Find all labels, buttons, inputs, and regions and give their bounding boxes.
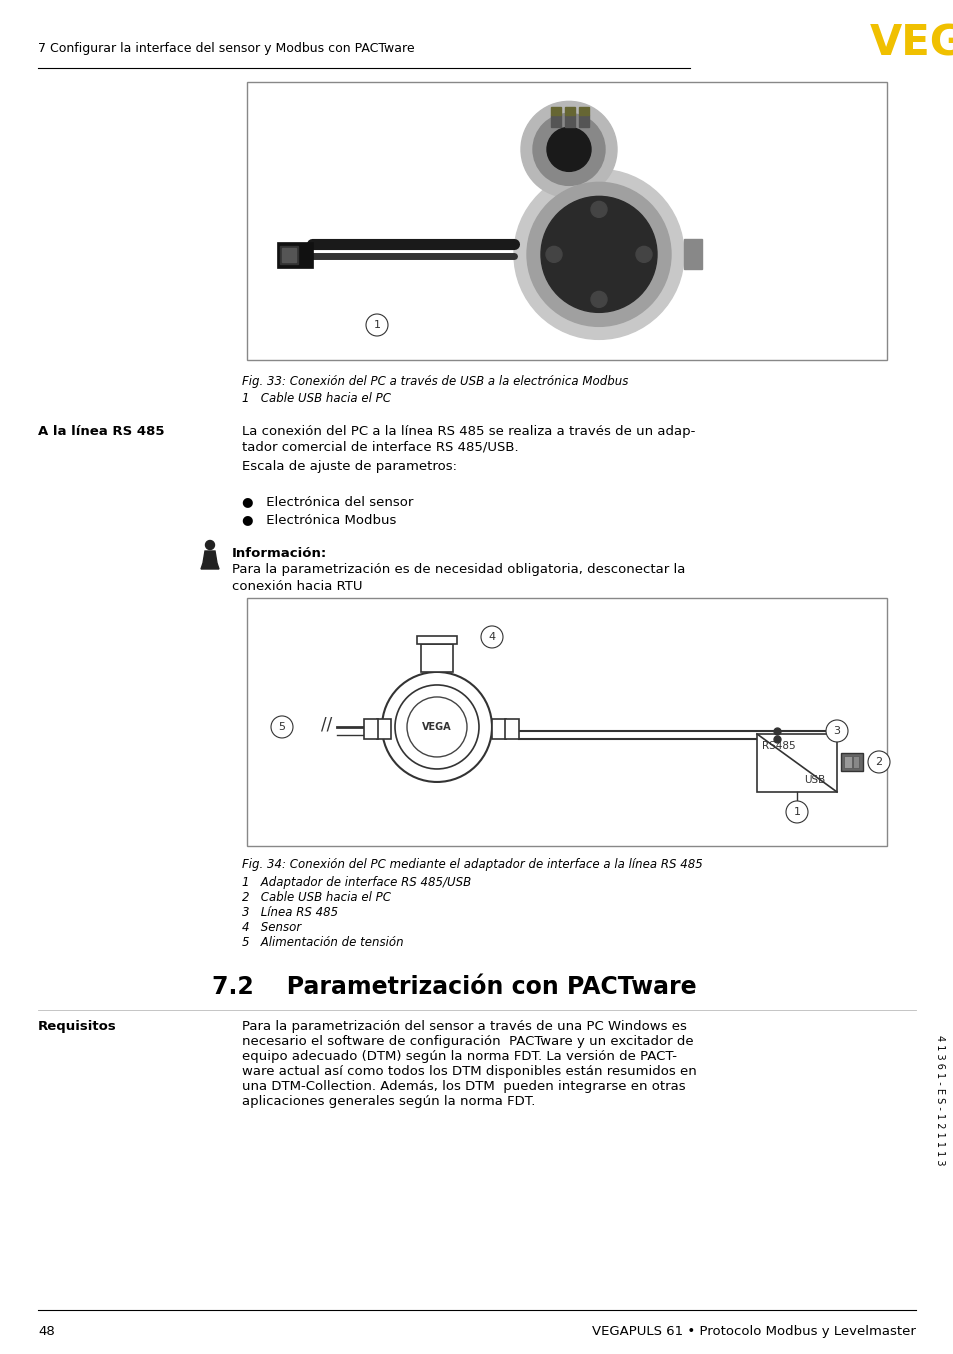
Text: Para la parametrización es de necesidad obligatoria, desconectar la: Para la parametrización es de necesidad … bbox=[232, 563, 684, 575]
Bar bbox=[757, 734, 836, 792]
Bar bbox=[578, 115, 588, 127]
Circle shape bbox=[205, 540, 214, 550]
Circle shape bbox=[381, 672, 492, 783]
Bar bbox=[364, 719, 377, 739]
Bar bbox=[564, 107, 575, 115]
Text: Información:: Información: bbox=[232, 547, 327, 561]
Text: 4: 4 bbox=[488, 632, 495, 642]
Circle shape bbox=[514, 169, 683, 340]
Bar bbox=[551, 115, 560, 127]
Polygon shape bbox=[201, 551, 219, 569]
Text: 1: 1 bbox=[793, 807, 800, 816]
Bar bbox=[420, 645, 453, 672]
Circle shape bbox=[590, 291, 606, 307]
Circle shape bbox=[271, 716, 293, 738]
Bar bbox=[276, 242, 313, 268]
Text: 7.2    Parametrización con PACTware: 7.2 Parametrización con PACTware bbox=[212, 975, 696, 999]
Text: VEGAPULS 61 • Protocolo Modbus y Levelmaster: VEGAPULS 61 • Protocolo Modbus y Levelma… bbox=[592, 1326, 915, 1338]
Bar bbox=[564, 115, 575, 127]
Bar bbox=[282, 248, 295, 263]
Text: Fig. 34: Conexión del PC mediante el adaptador de interface a la línea RS 485: Fig. 34: Conexión del PC mediante el ada… bbox=[242, 858, 702, 871]
Circle shape bbox=[520, 102, 617, 198]
Circle shape bbox=[480, 626, 502, 649]
Text: RS485: RS485 bbox=[761, 741, 795, 751]
Text: 4   Sensor: 4 Sensor bbox=[242, 921, 301, 934]
Text: VEGA: VEGA bbox=[869, 22, 953, 64]
Circle shape bbox=[407, 697, 467, 757]
Bar bbox=[578, 107, 588, 115]
Text: 5: 5 bbox=[278, 722, 285, 733]
Bar bbox=[247, 83, 886, 360]
Text: una DTM-Collection. Además, los DTM  pueden integrarse en otras: una DTM-Collection. Además, los DTM pued… bbox=[242, 1080, 685, 1093]
Text: aplicaciones generales según la norma FDT.: aplicaciones generales según la norma FD… bbox=[242, 1095, 535, 1108]
Text: VEGA: VEGA bbox=[422, 722, 452, 733]
Circle shape bbox=[545, 246, 561, 263]
Text: La conexión del PC a la línea RS 485 se realiza a través de un adap-: La conexión del PC a la línea RS 485 se … bbox=[242, 425, 695, 437]
Text: 3   Línea RS 485: 3 Línea RS 485 bbox=[242, 906, 337, 919]
Circle shape bbox=[867, 751, 889, 773]
Text: USB: USB bbox=[803, 774, 824, 785]
Text: tador comercial de interface RS 485/USB.: tador comercial de interface RS 485/USB. bbox=[242, 440, 518, 454]
Bar bbox=[843, 756, 851, 768]
Text: A la línea RS 485: A la línea RS 485 bbox=[38, 425, 164, 437]
Circle shape bbox=[785, 802, 807, 823]
Text: Para la parametrización del sensor a través de una PC Windows es: Para la parametrización del sensor a tra… bbox=[242, 1020, 686, 1033]
Text: 2   Cable USB hacia el PC: 2 Cable USB hacia el PC bbox=[242, 891, 391, 904]
Text: 1   Cable USB hacia el PC: 1 Cable USB hacia el PC bbox=[242, 393, 391, 405]
Circle shape bbox=[366, 314, 388, 336]
Text: 4 1 3 6 1 - E S - 1 2 1 1 1 3: 4 1 3 6 1 - E S - 1 2 1 1 1 3 bbox=[934, 1034, 944, 1166]
Text: 1: 1 bbox=[374, 320, 380, 330]
Text: Escala de ajuste de parametros:: Escala de ajuste de parametros: bbox=[242, 460, 456, 473]
Circle shape bbox=[546, 127, 590, 172]
Text: Fig. 33: Conexión del PC a través de USB a la electrónica Modbus: Fig. 33: Conexión del PC a través de USB… bbox=[242, 375, 628, 389]
Text: equipo adecuado (DTM) según la norma FDT. La versión de PACT-: equipo adecuado (DTM) según la norma FDT… bbox=[242, 1049, 677, 1063]
Text: //: // bbox=[321, 716, 333, 734]
Bar bbox=[492, 719, 505, 739]
Text: 3: 3 bbox=[833, 726, 840, 737]
Text: ware actual así como todos los DTM disponibles están resumidos en: ware actual así como todos los DTM dispo… bbox=[242, 1066, 696, 1078]
Bar bbox=[551, 107, 560, 115]
Bar bbox=[852, 756, 858, 768]
Text: ●   Electrónica del sensor: ● Electrónica del sensor bbox=[242, 496, 413, 508]
Circle shape bbox=[825, 720, 847, 742]
Bar bbox=[247, 598, 886, 846]
Text: necesario el software de configuración  PACTware y un excitador de: necesario el software de configuración P… bbox=[242, 1034, 693, 1048]
Text: Requisitos: Requisitos bbox=[38, 1020, 116, 1033]
Text: 5   Alimentación de tensión: 5 Alimentación de tensión bbox=[242, 936, 403, 949]
Circle shape bbox=[526, 183, 670, 326]
Text: 7 Configurar la interface del sensor y Modbus con PACTware: 7 Configurar la interface del sensor y M… bbox=[38, 42, 415, 56]
Bar bbox=[280, 246, 297, 264]
Text: 1   Adaptador de interface RS 485/USB: 1 Adaptador de interface RS 485/USB bbox=[242, 876, 471, 890]
Bar bbox=[841, 753, 862, 770]
Bar bbox=[504, 719, 518, 739]
Text: ●   Electrónica Modbus: ● Electrónica Modbus bbox=[242, 513, 395, 525]
Circle shape bbox=[395, 685, 478, 769]
Text: 2: 2 bbox=[875, 757, 882, 766]
Circle shape bbox=[540, 196, 657, 313]
Circle shape bbox=[533, 114, 604, 185]
Circle shape bbox=[590, 202, 606, 218]
Text: conexión hacia RTU: conexión hacia RTU bbox=[232, 580, 362, 593]
Bar bbox=[683, 240, 701, 269]
Text: 48: 48 bbox=[38, 1326, 54, 1338]
Bar bbox=[376, 719, 391, 739]
Bar bbox=[416, 636, 456, 645]
Circle shape bbox=[636, 246, 651, 263]
